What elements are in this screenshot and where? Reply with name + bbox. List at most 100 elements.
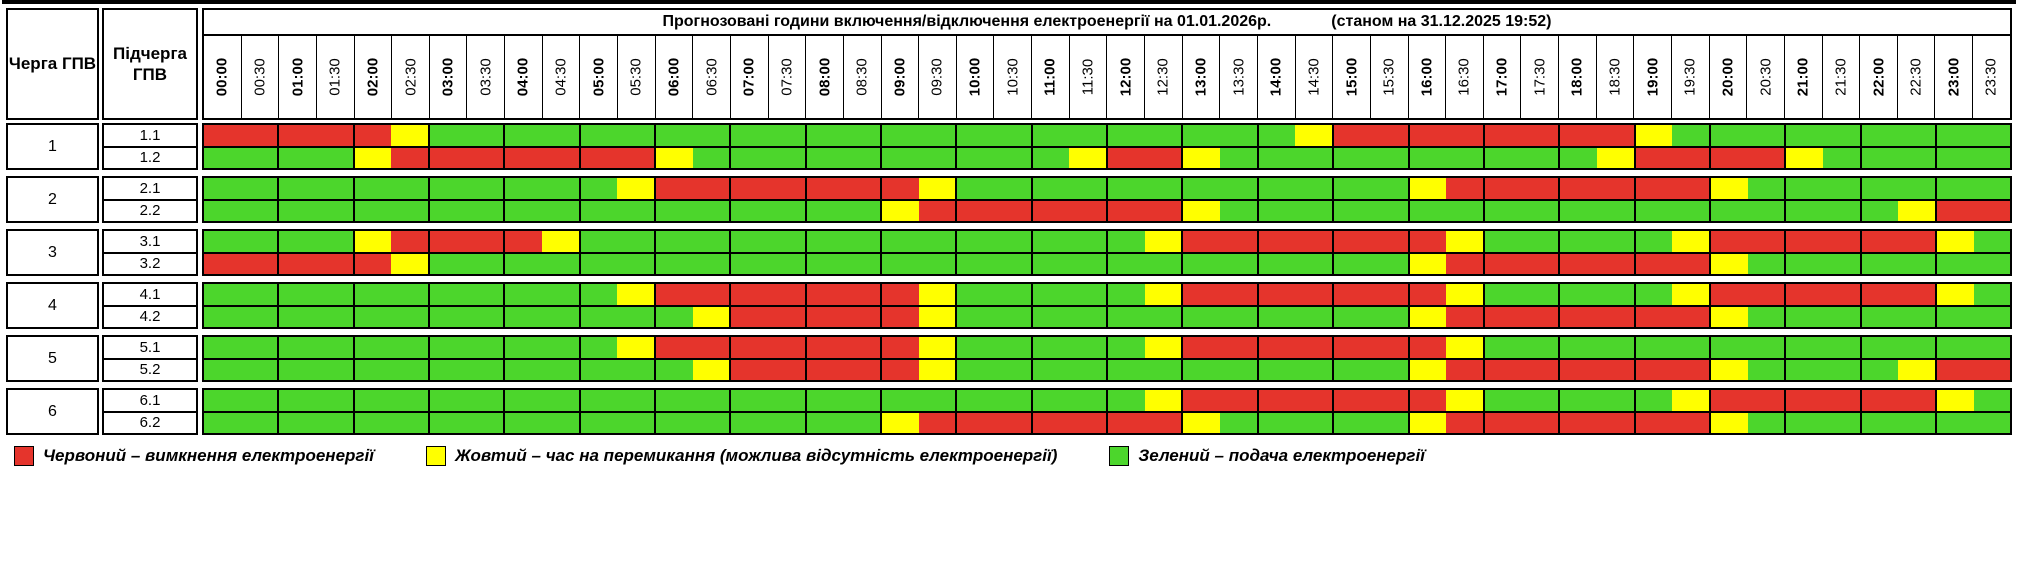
legend-swatch-G <box>1109 446 1130 466</box>
schedule-cell <box>1973 412 2011 433</box>
time-label: 19:00 <box>1644 57 1662 97</box>
time-header-cell: 09:00 <box>882 36 920 118</box>
schedule-cell <box>1672 412 1709 433</box>
schedule-cell <box>1784 284 1823 305</box>
schedule-cell <box>843 200 881 221</box>
schedule-cell <box>391 359 429 380</box>
schedule-row-3.2 <box>204 251 2011 274</box>
schedule-cell <box>617 390 655 411</box>
schedule-cell <box>1106 284 1145 305</box>
schedule-cell <box>880 200 919 221</box>
schedule-cell <box>692 231 730 252</box>
schedule-grid <box>202 282 2012 329</box>
schedule-cell <box>578 147 618 168</box>
schedule-cell <box>1446 253 1483 274</box>
time-label: 23:30 <box>1982 58 2000 96</box>
schedule-cell <box>1295 125 1333 146</box>
schedule-cell <box>918 231 956 252</box>
schedule-cell <box>1898 337 1935 358</box>
schedule-cell <box>1558 359 1597 380</box>
schedule-cell <box>880 359 919 380</box>
schedule-cell <box>955 359 995 380</box>
subqueue-labels: 4.1 4.2 <box>102 282 198 329</box>
subqueue-label: 6.2 <box>104 410 196 434</box>
queue-column-header: Черга ГПВ <box>6 8 99 120</box>
time-header-cell: 17:30 <box>1521 36 1560 118</box>
schedule-cell <box>1482 337 1522 358</box>
schedule-cell <box>1256 390 1296 411</box>
schedule-cell <box>1144 200 1182 221</box>
schedule-cell <box>1973 284 2011 305</box>
time-label: 23:00 <box>1945 57 1963 97</box>
schedule-cell <box>1407 200 1447 221</box>
schedule-cell <box>204 178 241 199</box>
schedule-cell <box>729 359 769 380</box>
schedule-cell <box>542 390 579 411</box>
schedule-cell <box>1859 390 1899 411</box>
schedule-cell <box>1784 253 1823 274</box>
schedule-cell <box>1256 253 1296 274</box>
schedule-cell <box>1370 412 1408 433</box>
schedule-cell <box>1181 125 1221 146</box>
schedule-cell <box>1181 253 1221 274</box>
schedule-cell <box>352 178 392 199</box>
schedule-cell <box>729 200 769 221</box>
schedule-cell <box>1596 231 1634 252</box>
time-label: 15:00 <box>1343 57 1361 97</box>
schedule-cell <box>918 390 956 411</box>
schedule-cell <box>466 125 504 146</box>
schedule-grid <box>202 176 2012 223</box>
schedule-cell <box>1069 284 1107 305</box>
schedule-cell <box>1558 200 1597 221</box>
schedule-cell <box>316 178 353 199</box>
time-label: 11:00 <box>1041 58 1059 96</box>
as-of-timestamp: (станом на 31.12.2025 19:52) <box>1331 13 1552 30</box>
schedule-cell <box>1030 412 1070 433</box>
time-header-cell: 22:00 <box>1860 36 1898 118</box>
time-label: 14:30 <box>1305 58 1323 96</box>
schedule-cell <box>1106 178 1145 199</box>
schedule-cell <box>804 147 844 168</box>
time-header-cell: 16:30 <box>1446 36 1484 118</box>
schedule-cell <box>843 284 881 305</box>
schedule-cell <box>352 284 392 305</box>
schedule-cell <box>1370 253 1408 274</box>
schedule-cell <box>352 200 392 221</box>
schedule-cell <box>955 178 995 199</box>
time-label: 03:00 <box>439 57 457 97</box>
schedule-cell <box>692 359 730 380</box>
subqueue-label: 5.2 <box>104 357 196 381</box>
schedule-cell <box>391 390 429 411</box>
time-label: 09:00 <box>891 57 909 97</box>
time-label: 22:00 <box>1870 57 1887 97</box>
schedule-cell <box>955 147 995 168</box>
schedule-cell <box>729 337 769 358</box>
schedule-cell <box>955 200 995 221</box>
time-header-cell: 14:30 <box>1296 36 1334 118</box>
schedule-cell <box>1934 147 1974 168</box>
schedule-cell <box>1482 359 1522 380</box>
schedule-cell <box>466 306 504 327</box>
schedule-cell <box>466 359 504 380</box>
time-header-cell: 01:30 <box>317 36 355 118</box>
schedule-cell <box>1220 390 1257 411</box>
schedule-cell <box>1898 359 1935 380</box>
schedule-cell <box>428 306 467 327</box>
schedule-cell <box>1030 231 1070 252</box>
time-label: 09:30 <box>928 58 946 96</box>
schedule-cell <box>503 359 543 380</box>
schedule-cell <box>617 359 655 380</box>
schedule-cell <box>1898 306 1935 327</box>
legend-item-R: Червоний – вимкнення електроенергії <box>14 446 374 466</box>
time-label: 15:30 <box>1380 58 1398 96</box>
schedule-cell <box>1784 147 1823 168</box>
schedule-cell <box>1030 284 1070 305</box>
schedule-cell <box>1596 253 1634 274</box>
schedule-cell <box>1934 231 1974 252</box>
schedule-cell <box>503 253 543 274</box>
schedule-cell <box>277 178 317 199</box>
schedule-cell <box>1446 125 1483 146</box>
schedule-cell <box>1859 306 1899 327</box>
schedule-cell <box>578 178 618 199</box>
schedule-cell <box>1859 337 1899 358</box>
